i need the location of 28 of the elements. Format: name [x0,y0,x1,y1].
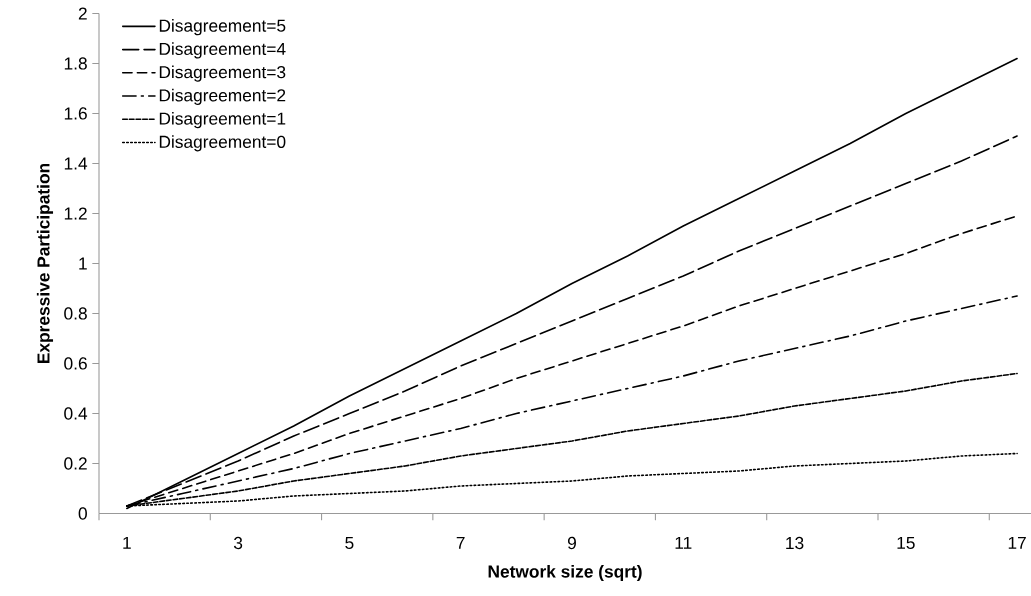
x-tick-label: 9 [567,536,576,550]
y-tick-label: 2 [78,7,87,20]
y-tick-label: 0.4 [64,407,88,420]
x-tick-label: 5 [345,536,354,549]
x-axis-title: Network size (sqrt) [488,564,642,582]
y-tick-label: 0.2 [64,457,87,470]
x-tick-label: 11 [675,536,692,549]
legend-label: Disagreement=0 [159,135,286,152]
legend-label: Disagreement=3 [159,65,286,82]
x-tick-label: 13 [786,536,804,550]
legend-label: Disagreement=4 [159,42,286,59]
y-tick-label: 0 [78,507,87,520]
x-tick-label: 7 [456,536,465,549]
y-axis-title: Expressive Participation [36,163,54,364]
x-tick-label: 17 [1008,536,1026,549]
legend-label: Disagreement=1 [159,111,286,129]
y-tick-label: 0.8 [64,307,87,320]
x-tick-label: 1 [123,536,131,549]
legend-label: Disagreement=5 [159,19,286,36]
x-tick-label: 3 [233,536,243,550]
y-tick-label: 1.8 [64,57,87,70]
y-tick-label: 1 [79,257,87,270]
y-tick-label: 1.6 [64,107,87,120]
legend-label: Disagreement=2 [159,88,286,105]
x-tick-label: 15 [897,536,915,549]
y-tick-label: 1.4 [64,157,88,170]
y-tick-label: 1.2 [64,207,87,220]
y-tick-label: 0.6 [64,357,87,370]
